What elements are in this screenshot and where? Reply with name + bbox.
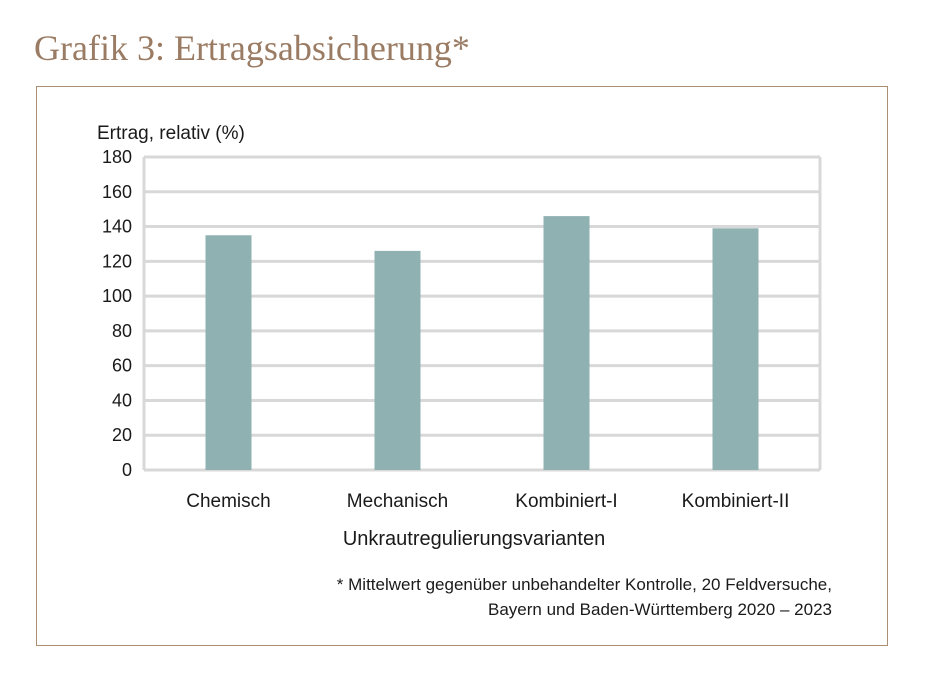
x-tick-label: Kombiniert-I	[515, 491, 617, 512]
y-tick-label: 140	[102, 217, 132, 237]
y-tick-label: 0	[122, 460, 132, 480]
y-tick-labels: 0 20 40 60 80 100 120 140 160 180	[102, 147, 132, 480]
bar-mechanisch	[374, 250, 421, 470]
x-tick-labels: Chemisch Mechanisch Kombiniert-I Kombiniert…	[186, 491, 789, 512]
bar-kombiniert-i	[543, 216, 590, 470]
x-tick-label: Chemisch	[186, 491, 270, 512]
y-tick-label: 160	[102, 182, 132, 202]
y-axis-label: Ertrag, relativ (%)	[97, 123, 245, 144]
bars	[205, 216, 759, 470]
x-tick-label: Mechanisch	[347, 491, 448, 512]
x-axis-label: Unkrautregulierungsvarianten	[343, 528, 605, 550]
gridlines	[142, 155, 822, 472]
y-tick-label: 60	[112, 356, 132, 376]
footnote-line-2: Bayern und Baden-Württemberg 2020 – 2023	[487, 600, 832, 619]
page-title: Grafik 3: Ertragsabsicherung*	[34, 28, 470, 68]
y-tick-label: 180	[102, 147, 132, 167]
y-tick-label: 40	[112, 390, 132, 410]
footnote-line-1: * Mittelwert gegenüber unbehandelter Kon…	[336, 575, 832, 594]
y-tick-label: 20	[112, 425, 132, 445]
y-tick-label: 120	[102, 251, 132, 271]
bar-chemisch	[205, 235, 252, 470]
y-tick-label: 100	[102, 286, 132, 306]
y-tick-label: 80	[112, 321, 132, 341]
x-tick-label: Kombiniert-II	[682, 491, 790, 512]
bar-kombiniert-ii	[712, 228, 759, 470]
chart-frame	[36, 86, 888, 646]
